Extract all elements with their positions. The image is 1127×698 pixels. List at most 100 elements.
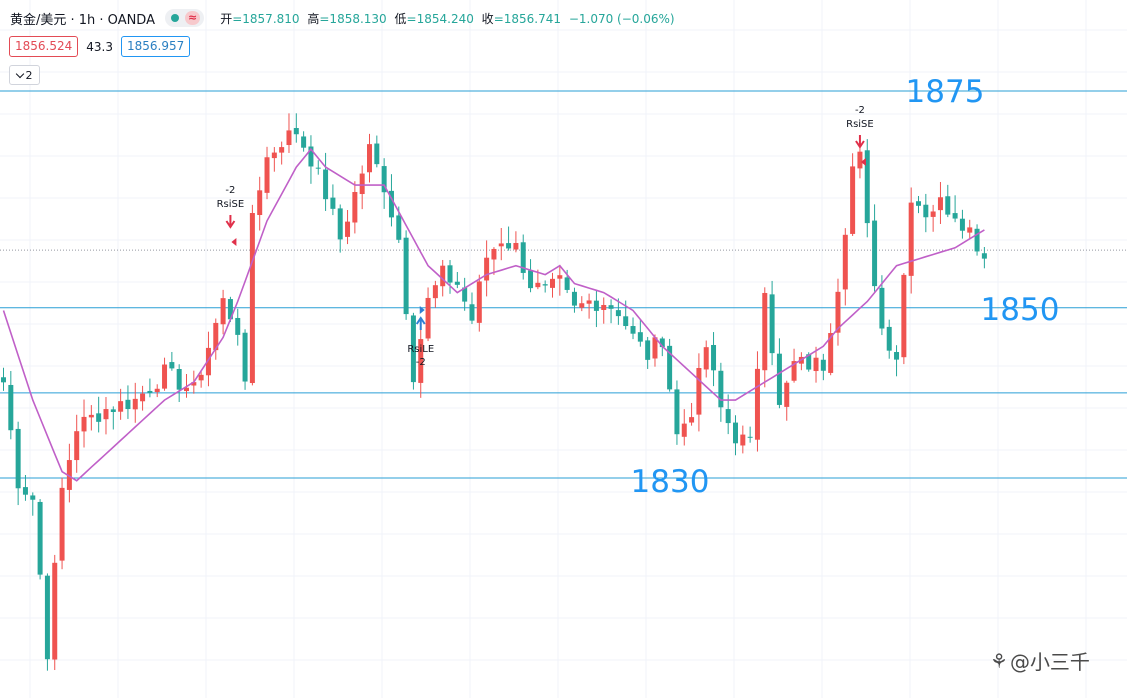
candle-body <box>586 300 592 304</box>
candle-body <box>110 409 116 413</box>
candle-body <box>147 390 153 394</box>
candle-body <box>571 291 577 306</box>
chevron-down-icon <box>15 69 24 78</box>
candle-body <box>923 204 929 218</box>
candle-body <box>872 220 878 287</box>
candle-body <box>15 428 21 489</box>
candle-body <box>681 423 687 437</box>
candle-body <box>205 347 211 376</box>
candle-body <box>52 562 58 660</box>
sell-price-button[interactable]: 1856.524 <box>9 36 79 57</box>
level-labels: 1875 1850 1830 <box>631 74 1060 500</box>
candle-body <box>462 287 468 302</box>
candle-body <box>776 353 782 405</box>
candle-body <box>513 242 519 250</box>
candle-body <box>689 417 695 423</box>
candle-body <box>506 243 512 249</box>
candle-body <box>235 317 241 335</box>
spread-value: 43.3 <box>86 39 113 54</box>
candle-body <box>652 337 658 359</box>
candle-body <box>769 294 775 354</box>
candle-body <box>140 393 146 402</box>
candle-body <box>484 257 490 281</box>
candle-body <box>22 487 28 495</box>
candle-body <box>886 326 892 351</box>
symbol-title[interactable]: 黄金/美元 · 1h · OANDA <box>10 12 155 28</box>
level-label-1830: 1830 <box>631 464 710 500</box>
candle-body <box>601 304 607 310</box>
candle-body <box>330 197 336 209</box>
low-value: =1854.240 <box>406 11 474 26</box>
indicator-count: 2 <box>25 68 33 82</box>
close-label: 收 <box>481 11 494 26</box>
candle-body <box>959 218 965 231</box>
open-value: =1857.810 <box>232 11 300 26</box>
moving-average-series <box>2 147 985 482</box>
candle-body <box>528 270 534 289</box>
candle-body <box>593 300 599 311</box>
high-label: 高 <box>307 11 320 26</box>
candle-body <box>857 151 863 169</box>
candle-body <box>894 352 900 360</box>
candle-body <box>213 322 219 351</box>
candle-body <box>630 326 636 334</box>
candle-body <box>718 370 724 408</box>
candle-body <box>44 575 50 660</box>
candle-body <box>623 316 629 327</box>
candle-body <box>608 305 614 309</box>
candle-body <box>440 265 446 287</box>
candle-body <box>425 297 431 339</box>
candle-body <box>711 344 717 371</box>
indicators-toggle-button[interactable]: 2 <box>9 65 40 85</box>
candle-body <box>118 401 124 412</box>
open-label: 开 <box>220 11 233 26</box>
candle-body <box>850 166 856 234</box>
candle-body <box>74 431 80 461</box>
candle-body <box>930 211 936 217</box>
candle-body <box>491 248 497 260</box>
candle-body <box>125 399 131 410</box>
candle-body <box>542 284 548 286</box>
candle-body <box>842 234 848 290</box>
market-open-dot-icon <box>170 14 179 22</box>
candle-body <box>432 285 438 299</box>
candle-body <box>791 361 797 381</box>
quote-row: 1856.524 43.3 1856.957 <box>9 36 191 57</box>
candle-body <box>645 340 651 360</box>
change-value: −1.070 (−0.06%) <box>568 11 675 26</box>
candle-body <box>323 169 329 200</box>
candle-body <box>564 277 570 290</box>
candle-body <box>176 369 182 390</box>
market-status-pill[interactable]: ≈ <box>164 9 205 27</box>
strategy-signals: -2 RsiSE RsiLE -2 -2 RsiSE <box>217 105 874 368</box>
signal-qty: -2 <box>225 185 235 196</box>
candle-body <box>88 414 94 418</box>
level-label-1875: 1875 <box>906 74 985 110</box>
candle-body <box>967 227 973 233</box>
candle-body <box>396 215 402 240</box>
candle-body <box>784 382 790 407</box>
candle-body <box>345 221 351 237</box>
close-value: =1856.741 <box>493 11 561 26</box>
buy-price-button[interactable]: 1856.957 <box>120 36 191 57</box>
candle-body <box>132 398 138 410</box>
candle-body <box>864 150 870 224</box>
candle-body <box>557 275 563 279</box>
candle-body <box>828 333 834 373</box>
candle-body <box>374 143 380 165</box>
candle-body <box>96 413 102 422</box>
signal-name: RsiLE <box>407 344 434 355</box>
candlestick-series <box>1 113 987 671</box>
low-label: 低 <box>394 11 407 26</box>
candle-body <box>286 130 292 146</box>
candle-body <box>974 228 980 252</box>
sell-marker-icon <box>231 238 237 246</box>
candle-body <box>740 434 746 446</box>
candle-body <box>308 146 314 167</box>
candle-body <box>615 310 621 317</box>
sell-marker-icon <box>860 158 866 166</box>
candle-body <box>498 243 504 247</box>
candle-body <box>66 460 72 490</box>
